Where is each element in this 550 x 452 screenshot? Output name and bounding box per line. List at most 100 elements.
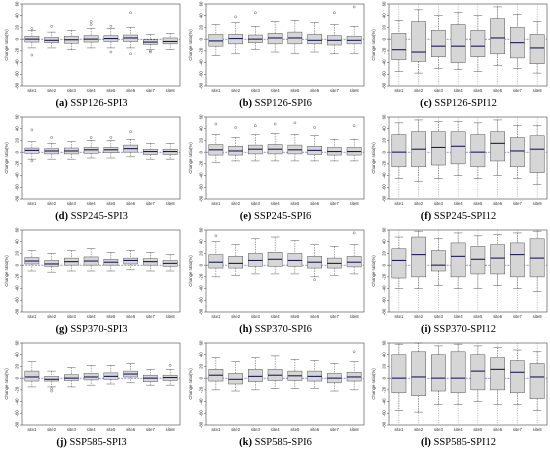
y-tick-label: -40 — [199, 59, 204, 66]
outlier-point — [234, 126, 237, 129]
x-tick-label: site3 — [251, 88, 261, 93]
x-tick-label: site6 — [126, 88, 136, 93]
outlier-point — [352, 231, 356, 235]
x-tick-label: site4 — [271, 427, 281, 432]
box-site8 — [529, 21, 545, 74]
box-site4 — [267, 122, 283, 162]
y-tick-label: 20 — [199, 250, 204, 255]
box-iqr — [470, 354, 486, 391]
panel-6: -80 -60 -40 -20 0 20 40 60 Change ratio(%) site1 s… — [367, 113, 550, 226]
y-tick-label: 60 — [15, 227, 20, 232]
y-tick-label: 60 — [199, 340, 204, 345]
box-site7 — [327, 139, 342, 162]
y-tick-label: 0 — [382, 376, 387, 379]
y-tick-label: 60 — [15, 114, 20, 119]
boxplot-svg: -80 -60 -40 -20 0 20 40 60 Change ratio(%) site1 s… — [371, 1, 548, 93]
box-site6 — [490, 119, 505, 176]
x-tick-label: site2 — [231, 88, 241, 93]
panel-letter: (h) — [239, 324, 252, 335]
panel-10: -80 -60 -40 -20 0 20 40 60 Change ratio(%) site1 s… — [0, 339, 183, 452]
box-site1 — [391, 20, 407, 72]
y-tick-label: -20 — [15, 386, 20, 393]
y-tick-label: -60 — [199, 71, 204, 78]
x-tick-label: site1 — [27, 88, 37, 93]
box-site1 — [391, 343, 407, 411]
box-iqr — [470, 246, 486, 275]
x-tick-label: site1 — [394, 88, 404, 93]
panel-4: -80 -60 -40 -20 0 20 40 60 Change ratio(%) site1 s… — [0, 113, 183, 226]
y-tick-label: 40 — [199, 126, 204, 131]
panel-letter: (b) — [239, 98, 252, 109]
x-tick-label: site3 — [251, 427, 261, 432]
panel-letter: (l) — [421, 437, 431, 448]
y-tick-label: 0 — [15, 37, 20, 40]
panel-title: SSP585-SPI12 — [430, 437, 496, 448]
x-tick-label: site7 — [330, 201, 340, 206]
box-site7 — [143, 34, 158, 54]
box-site6 — [307, 360, 322, 389]
y-tick-label: -40 — [199, 172, 204, 179]
y-tick-label: 40 — [199, 352, 204, 357]
outlier-point — [352, 124, 356, 128]
x-tick-label: site4 — [454, 427, 464, 432]
box-site6 — [307, 22, 322, 53]
plot-frame — [205, 342, 365, 426]
y-tick-label: -40 — [382, 285, 387, 292]
box-site6 — [123, 250, 138, 271]
box-site3 — [64, 141, 79, 160]
y-tick-label: 40 — [15, 239, 20, 244]
box-site3 — [431, 238, 446, 286]
x-tick-label: site6 — [126, 201, 136, 206]
x-tick-label: site5 — [290, 88, 300, 93]
box-iqr — [431, 354, 446, 392]
y-tick-label: -20 — [382, 386, 387, 393]
box-site5 — [103, 252, 119, 272]
panel-letter: (j) — [56, 437, 67, 448]
x-tick-label: site7 — [146, 314, 156, 319]
x-tick-label: site4 — [87, 314, 97, 319]
x-tick-label: site6 — [126, 427, 136, 432]
x-tick-label: site1 — [211, 427, 221, 432]
panel-caption: (h) SSP370-SPI6 — [184, 324, 367, 338]
box-site6 — [490, 6, 505, 66]
y-tick-label: 60 — [199, 114, 204, 119]
box-site8 — [529, 125, 545, 185]
x-tick-label: site8 — [533, 201, 543, 206]
box-site4 — [450, 343, 466, 405]
x-tick-label: site5 — [290, 201, 300, 206]
y-tick-label: -80 — [199, 195, 204, 202]
y-axis-label: Change ratio(%) — [188, 29, 193, 61]
panel-caption: (b) SSP126-SPI6 — [184, 98, 367, 112]
x-tick-label: site5 — [290, 427, 300, 432]
box-iqr — [307, 34, 322, 45]
y-tick-label: 60 — [382, 1, 387, 6]
box-iqr — [391, 248, 407, 279]
box-iqr — [450, 131, 466, 165]
box-site6 — [307, 244, 322, 282]
panel-12: -80 -60 -40 -20 0 20 40 60 Change ratio(%) site1 s… — [367, 339, 550, 452]
x-tick-label: site2 — [231, 427, 241, 432]
x-tick-label: site7 — [513, 201, 523, 206]
boxplot-svg: -80 -60 -40 -20 0 20 40 60 Change ratio(%) site1 s… — [4, 227, 181, 319]
box-site3 — [248, 357, 263, 391]
box-site2 — [44, 136, 59, 160]
x-tick-label: site3 — [67, 427, 77, 432]
y-axis-label: Change ratio(%) — [4, 255, 9, 287]
x-tick-label: site3 — [67, 201, 77, 206]
panel-title: SSP585-SPI6 — [252, 437, 312, 448]
panel-title: SSP585-SPI3 — [66, 437, 127, 448]
outlier-point — [129, 52, 132, 56]
y-tick-label: 20 — [382, 363, 387, 368]
boxplot-svg: -80 -60 -40 -20 0 20 40 60 Change ratio(%) site1 s… — [188, 1, 365, 93]
box-site3 — [248, 238, 263, 275]
outlier-point — [273, 122, 277, 126]
x-tick-label: site5 — [106, 427, 116, 432]
outlier-point — [313, 278, 316, 282]
x-tick-label: site3 — [251, 201, 261, 206]
box-site2 — [411, 119, 426, 182]
x-tick-label: site7 — [330, 427, 340, 432]
y-tick-label: 0 — [199, 37, 204, 40]
y-tick-label: 40 — [382, 352, 387, 357]
box-site1 — [208, 122, 224, 163]
box-site4 — [83, 136, 99, 159]
